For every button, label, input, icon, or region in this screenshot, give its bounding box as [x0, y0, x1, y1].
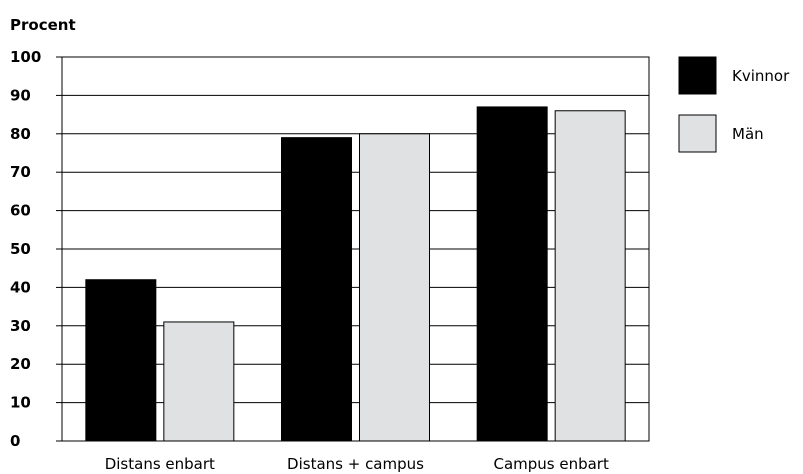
legend-swatch	[678, 56, 717, 95]
bar-m-n-2	[554, 110, 626, 442]
plot-frame	[61, 56, 650, 442]
x-category-label: Campus enbart	[493, 455, 609, 473]
y-tick-label: 50	[10, 240, 31, 258]
bar-m-n-1	[359, 133, 430, 442]
y-tick-label: 10	[10, 394, 31, 412]
y-tick-label: 70	[10, 163, 31, 181]
category-labels: Distans enbart Distans + campus Campus enb…	[105, 455, 609, 473]
bar-m-n-0	[163, 321, 235, 442]
y-tick-label: 0	[10, 432, 20, 450]
y-axis-title: Procent	[10, 16, 76, 34]
x-category-label: Distans + campus	[287, 455, 424, 473]
legend: Kvinnor Män	[678, 56, 790, 153]
legend-label: Män	[732, 125, 764, 143]
bar-kvinnor-2	[476, 106, 548, 442]
y-tick-label: 30	[10, 317, 31, 335]
y-tick-label: 20	[10, 355, 31, 373]
y-tick-label: 90	[10, 86, 31, 104]
y-tick-labels: 0 10 20 30 40 50 60 70 80 90 100	[10, 48, 41, 450]
y-tick-label: 80	[10, 125, 31, 143]
legend-label: Kvinnor	[732, 67, 790, 85]
y-tick-label: 60	[10, 202, 31, 220]
bar-kvinnor-0	[85, 279, 157, 442]
y-tick-label: 100	[10, 48, 41, 66]
x-category-label: Distans enbart	[105, 455, 215, 473]
bars	[85, 106, 626, 442]
y-tick-label: 40	[10, 278, 31, 296]
legend-swatch	[678, 114, 717, 153]
bar-kvinnor-1	[281, 137, 352, 442]
